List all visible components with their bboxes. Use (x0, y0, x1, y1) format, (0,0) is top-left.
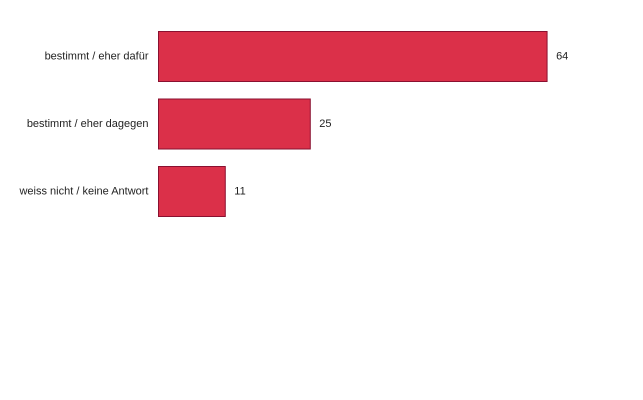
bar-3 (158, 166, 226, 217)
category-label-3: weiss nicht / keine Antwort (18, 185, 148, 197)
category-label-1: bestimmt / eher dafür (45, 50, 149, 62)
category-labels: bestimmt / eher dafür bestimmt / eher dag… (18, 50, 148, 197)
bar-1 (158, 31, 548, 82)
value-label-1: 64 (556, 50, 568, 62)
category-label-2: bestimmt / eher dagegen (27, 118, 149, 130)
bars-layer (158, 31, 548, 217)
value-label-2: 25 (319, 118, 331, 130)
value-labels: 64 25 11 (234, 50, 568, 197)
bar-2 (158, 98, 311, 150)
value-label-3: 11 (234, 185, 245, 197)
